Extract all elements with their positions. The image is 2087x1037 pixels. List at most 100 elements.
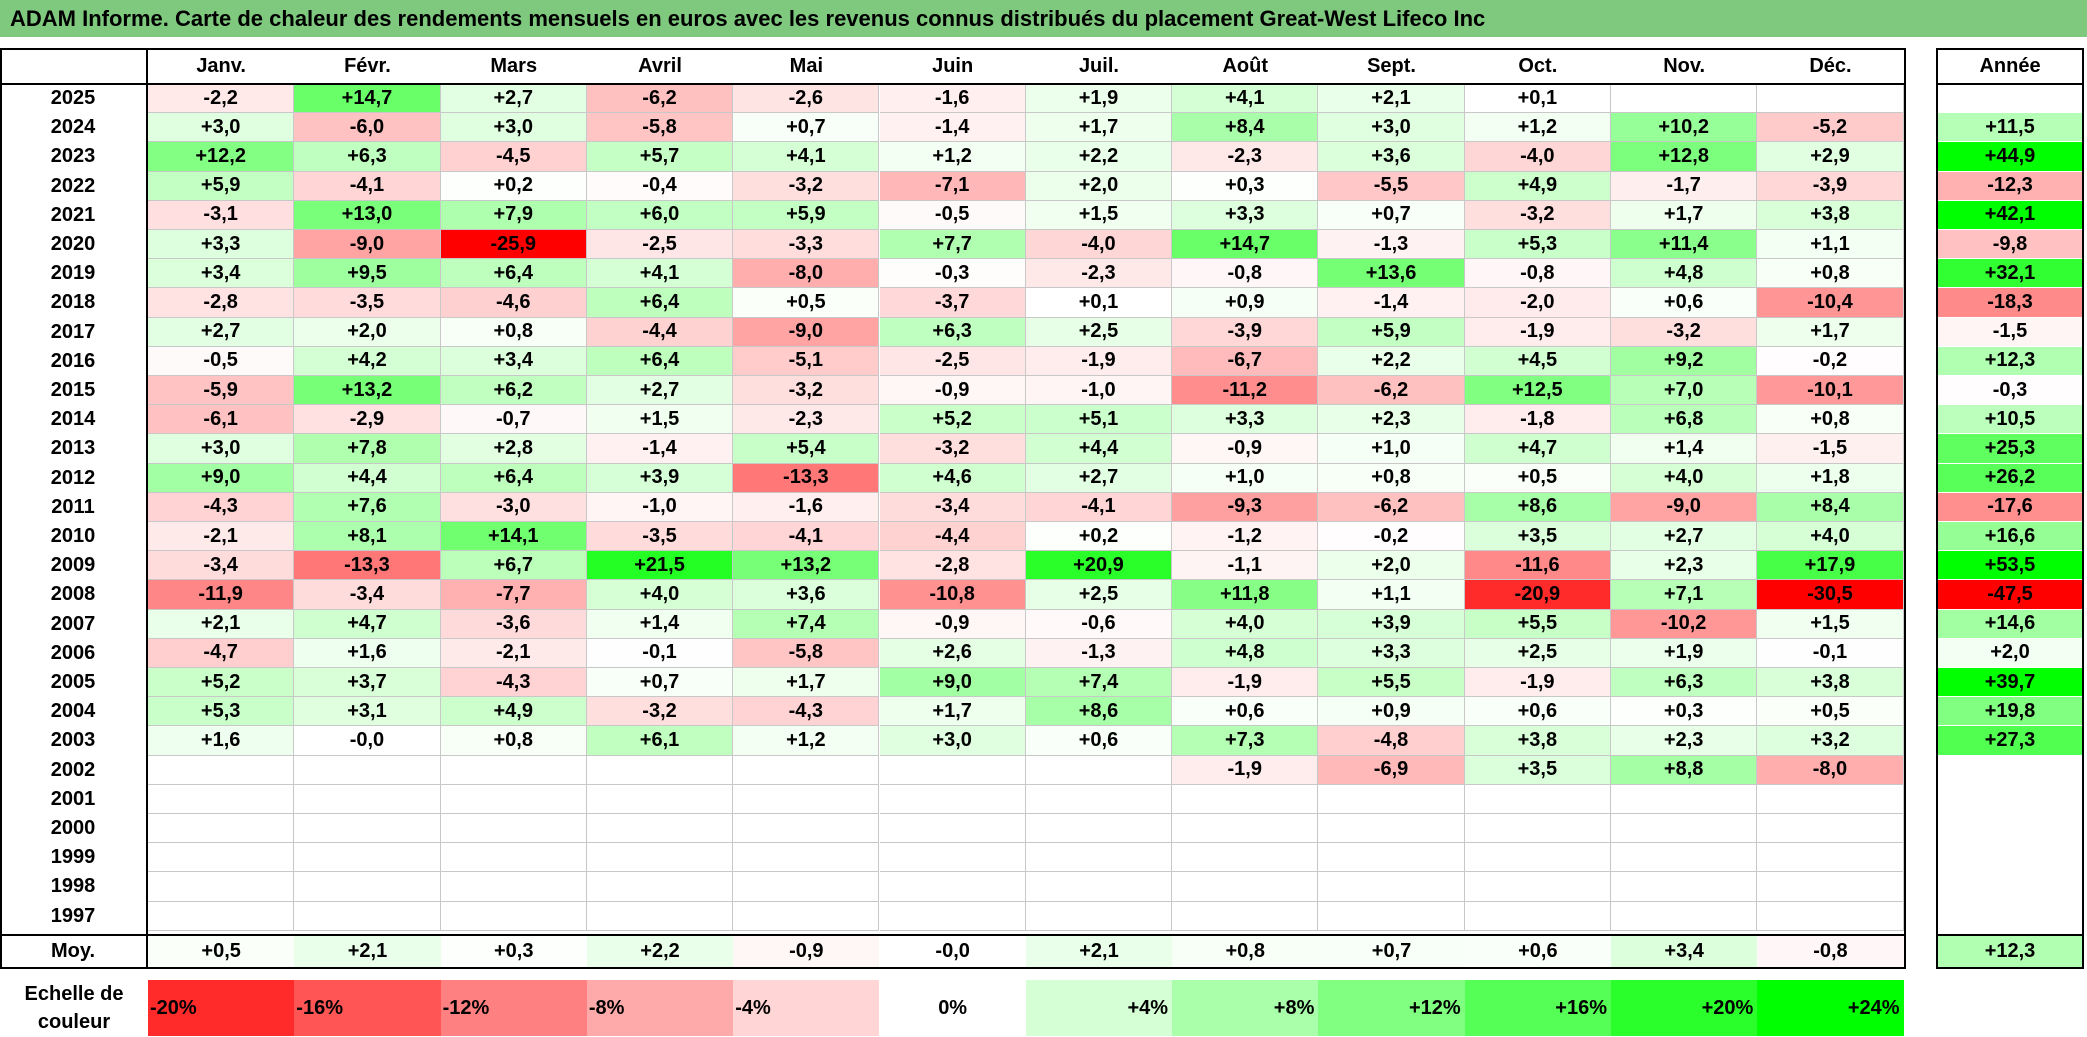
heatmap-cell: +8,6	[1025, 697, 1173, 727]
heatmap-cell: +1,9	[1611, 638, 1758, 668]
heatmap-cell: -2,3	[733, 405, 880, 435]
heatmap-cell: -3,2	[1464, 200, 1611, 230]
heatmap-cell: +17,9	[1757, 551, 1904, 581]
annual-cell: -12,3	[1938, 171, 2082, 201]
heatmap-cell	[440, 872, 587, 902]
heatmap-cell	[586, 784, 734, 814]
heatmap-cell: -1,2	[1172, 522, 1319, 552]
heatmap-cell	[440, 814, 587, 844]
heatmap-cell: -0,2	[1757, 346, 1904, 376]
heatmap-cell: -1,4	[1318, 288, 1465, 318]
month-header: Janv.	[196, 55, 246, 77]
heatmap-cell: +4,0	[1172, 609, 1319, 639]
heatmap-cell: -1,4	[586, 434, 734, 464]
heatmap-cell	[1172, 872, 1319, 902]
year-label: 2004	[50, 700, 96, 723]
average-annual-cell: +12,3	[1938, 936, 2082, 967]
heatmap-cell: +4,8	[1611, 259, 1758, 289]
heatmap-cell: +11,8	[1172, 580, 1319, 610]
heatmap-cell	[733, 755, 880, 785]
heatmap-cell: +7,7	[879, 230, 1026, 260]
heatmap-cell: -1,6	[879, 84, 1026, 114]
month-header: Sept.	[1367, 55, 1416, 77]
heatmap-cell: +0,2	[440, 171, 587, 201]
color-scale-step: -12%	[440, 980, 587, 1036]
heatmap-cell: +2,2	[1318, 346, 1465, 376]
heatmap-cell: -5,2	[1757, 113, 1904, 143]
year-label: 2009	[50, 554, 96, 577]
heatmap-cell: +1,7	[1611, 200, 1758, 230]
year-label: 2006	[50, 641, 96, 664]
heatmap-cell: +4,4	[294, 463, 441, 493]
heatmap-cell: -0,9	[879, 609, 1026, 639]
heatmap-cell: +9,5	[294, 259, 441, 289]
heatmap-cell: -10,2	[1611, 609, 1758, 639]
heatmap-cell: +14,7	[294, 84, 441, 114]
heatmap-cell: +2,3	[1611, 551, 1758, 581]
annual-cell: +44,9	[1938, 142, 2082, 172]
heatmap-cell: +8,4	[1172, 113, 1319, 143]
year-label: 2003	[50, 729, 96, 752]
annual-cell: +25,3	[1938, 434, 2082, 464]
heatmap-cell: +5,9	[1318, 317, 1465, 347]
heatmap-cell	[733, 784, 880, 814]
heatmap-cell: +2,5	[1025, 580, 1173, 610]
heatmap-cell: +1,7	[1025, 113, 1173, 143]
heatmap-cell: -3,9	[1172, 317, 1319, 347]
heatmap-cell: -1,9	[1172, 755, 1319, 785]
heatmap-cell: +3,5	[1464, 755, 1611, 785]
annual-cell: -18,3	[1938, 288, 2082, 318]
heatmap-cell: +0,7	[586, 668, 734, 698]
header-separator	[0, 83, 1906, 85]
heatmap-cell: +10,2	[1611, 113, 1758, 143]
heatmap-cell: +4,1	[1172, 84, 1319, 114]
heatmap-cell: +0,7	[733, 113, 880, 143]
color-scale-step: +20%	[1611, 980, 1758, 1036]
heatmap-cell: -3,5	[294, 288, 441, 318]
heatmap-cell: -2,1	[440, 638, 587, 668]
heatmap-cell: -2,0	[1464, 288, 1611, 318]
heatmap-cell: +1,6	[294, 638, 441, 668]
color-scale-step: +24%	[1757, 980, 1904, 1036]
heatmap-cell: +4,0	[1757, 522, 1904, 552]
heatmap-cell: +7,4	[1025, 668, 1173, 698]
heatmap-cell: +2,7	[586, 376, 734, 406]
heatmap-cell: +6,3	[879, 317, 1026, 347]
heatmap-cell: -6,1	[148, 405, 295, 435]
heatmap-cell: +0,8	[1318, 463, 1465, 493]
heatmap-cell	[1172, 784, 1319, 814]
heatmap-cell: +1,1	[1757, 230, 1904, 260]
heatmap-cell: -2,2	[148, 84, 295, 114]
heatmap-cell: +6,4	[440, 463, 587, 493]
heatmap-cell: -0,9	[1172, 434, 1319, 464]
year-label: 2020	[50, 233, 96, 256]
heatmap-cell: -1,8	[1464, 405, 1611, 435]
heatmap-cell: +9,2	[1611, 346, 1758, 376]
heatmap-cell: -11,6	[1464, 551, 1611, 581]
heatmap-cell: -1,1	[1172, 551, 1319, 581]
average-cell: +2,1	[1025, 936, 1173, 967]
heatmap-cell: -1,6	[733, 492, 880, 522]
annual-cell: +53,5	[1938, 551, 2082, 581]
heatmap-cell: +7,4	[733, 609, 880, 639]
page-title: ADAM Informe. Carte de chaleur des rende…	[0, 0, 2087, 37]
heatmap-cell: +3,9	[1318, 609, 1465, 639]
annual-cell: +26,2	[1938, 463, 2082, 493]
heatmap-cell: +0,8	[440, 726, 587, 756]
heatmap-cell	[879, 872, 1026, 902]
heatmap-cell: -20,9	[1464, 580, 1611, 610]
heatmap-cell	[1464, 784, 1611, 814]
heatmap-cell	[1464, 872, 1611, 902]
heatmap-cell	[733, 872, 880, 902]
heatmap-cell: -9,0	[1611, 492, 1758, 522]
heatmap-cell: -4,3	[148, 492, 295, 522]
heatmap-cell: +3,4	[440, 346, 587, 376]
heatmap-cell: -4,5	[440, 142, 587, 172]
heatmap-cell: +1,4	[586, 609, 734, 639]
average-separator	[0, 934, 1906, 936]
year-label: 2012	[50, 466, 96, 489]
heatmap-cell: -3,2	[733, 376, 880, 406]
heatmap-cell: +6,8	[1611, 405, 1758, 435]
heatmap-cell: -0,2	[1318, 522, 1465, 552]
heatmap-cell: +2,1	[1318, 84, 1465, 114]
